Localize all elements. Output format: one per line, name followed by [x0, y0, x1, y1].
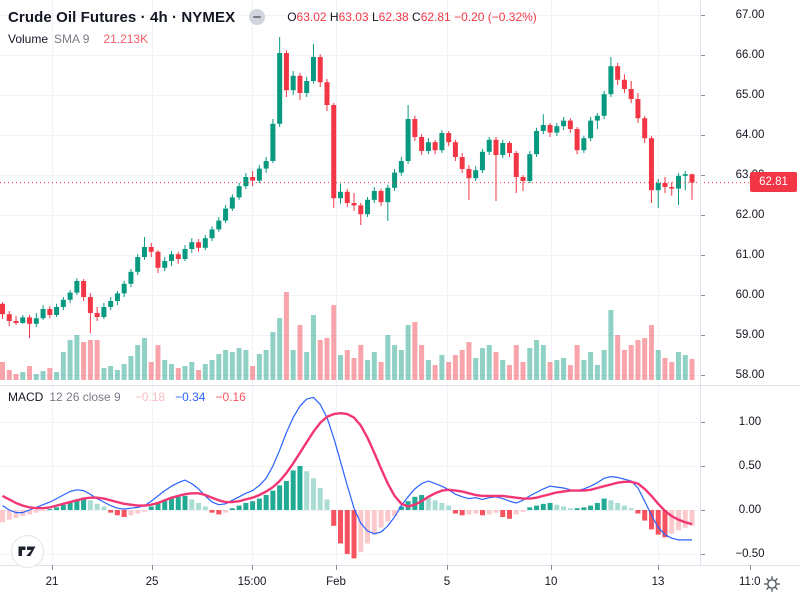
legend-collapse-button[interactable] — [249, 9, 266, 25]
volume-label[interactable]: Volume — [8, 32, 49, 46]
macd-legend: MACD 12 26 close 9 −0.18 −0.34 −0.16 — [8, 389, 246, 405]
price-axis-label: 60.00 — [735, 289, 765, 301]
time-axis-label: Feb — [326, 576, 346, 588]
high-label: H — [329, 10, 339, 24]
volume-legend: Volume SMA 9 21.213K — [8, 31, 148, 47]
time-axis-label: 5 — [443, 576, 451, 588]
close-label: C — [412, 10, 421, 24]
change-value: −0.20 (−0.32%) — [454, 10, 537, 24]
macd-label[interactable]: MACD — [8, 390, 44, 404]
ohlc-values: O63.02 H63.03 L62.38 C62.81 −0.20 (−0.32… — [287, 10, 537, 24]
price-axis-label: 59.00 — [735, 329, 765, 341]
open-value: 63.02 — [296, 10, 327, 24]
tradingview-logo[interactable] — [11, 535, 44, 568]
gear-icon[interactable] — [762, 574, 782, 594]
macd-axis-label: 0.50 — [738, 460, 762, 472]
time-axis-label: 11:0 — [739, 576, 761, 588]
tradingview-logo-glyph — [18, 546, 36, 556]
price-axis-label: 58.00 — [735, 369, 765, 381]
macd-signal-value: −0.16 — [215, 390, 246, 404]
macd-params: 12 26 close 9 — [49, 390, 121, 404]
low-value: 62.38 — [378, 10, 409, 24]
low-label: L — [371, 10, 379, 24]
time-axis-label: 15:00 — [237, 576, 267, 588]
price-axis[interactable]: 67.0066.0065.0064.0063.0062.0061.0060.00… — [700, 0, 800, 565]
time-axis-label: 13 — [651, 576, 665, 588]
price-axis-label: 61.00 — [735, 249, 765, 261]
price-axis-label: 65.00 — [735, 89, 765, 101]
price-axis-label: 64.00 — [735, 129, 765, 141]
price-axis-label: 67.00 — [735, 9, 765, 21]
time-axis-label: 21 — [45, 576, 59, 588]
price-axis-label: 66.00 — [735, 49, 765, 61]
symbol-legend: Crude Oil Futures · 4h · NYMEX O63.02 H6… — [8, 6, 537, 28]
volume-sma-label: SMA 9 — [54, 32, 90, 46]
last-price-label: 62.81 — [750, 172, 797, 192]
macd-hist-value: −0.18 — [134, 390, 166, 404]
high-value: 63.03 — [338, 10, 369, 24]
macd-line-value: −0.34 — [175, 390, 206, 404]
macd-axis-label: 1.00 — [738, 416, 762, 428]
macd-axis-label: −0.50 — [735, 548, 765, 560]
price-axis-label: 62.00 — [735, 209, 765, 221]
close-value: 62.81 — [420, 10, 451, 24]
symbol-title[interactable]: Crude Oil Futures · 4h · NYMEX — [8, 8, 236, 26]
volume-value: 21.213K — [103, 32, 149, 46]
macd-axis-label: 0.00 — [738, 504, 762, 516]
time-axis-label: 10 — [544, 576, 558, 588]
time-axis[interactable]: 21 25 15:00 Feb 5 10 13 11:0 — [0, 566, 800, 600]
time-axis-label: 25 — [145, 576, 159, 588]
open-label: O — [287, 10, 297, 24]
